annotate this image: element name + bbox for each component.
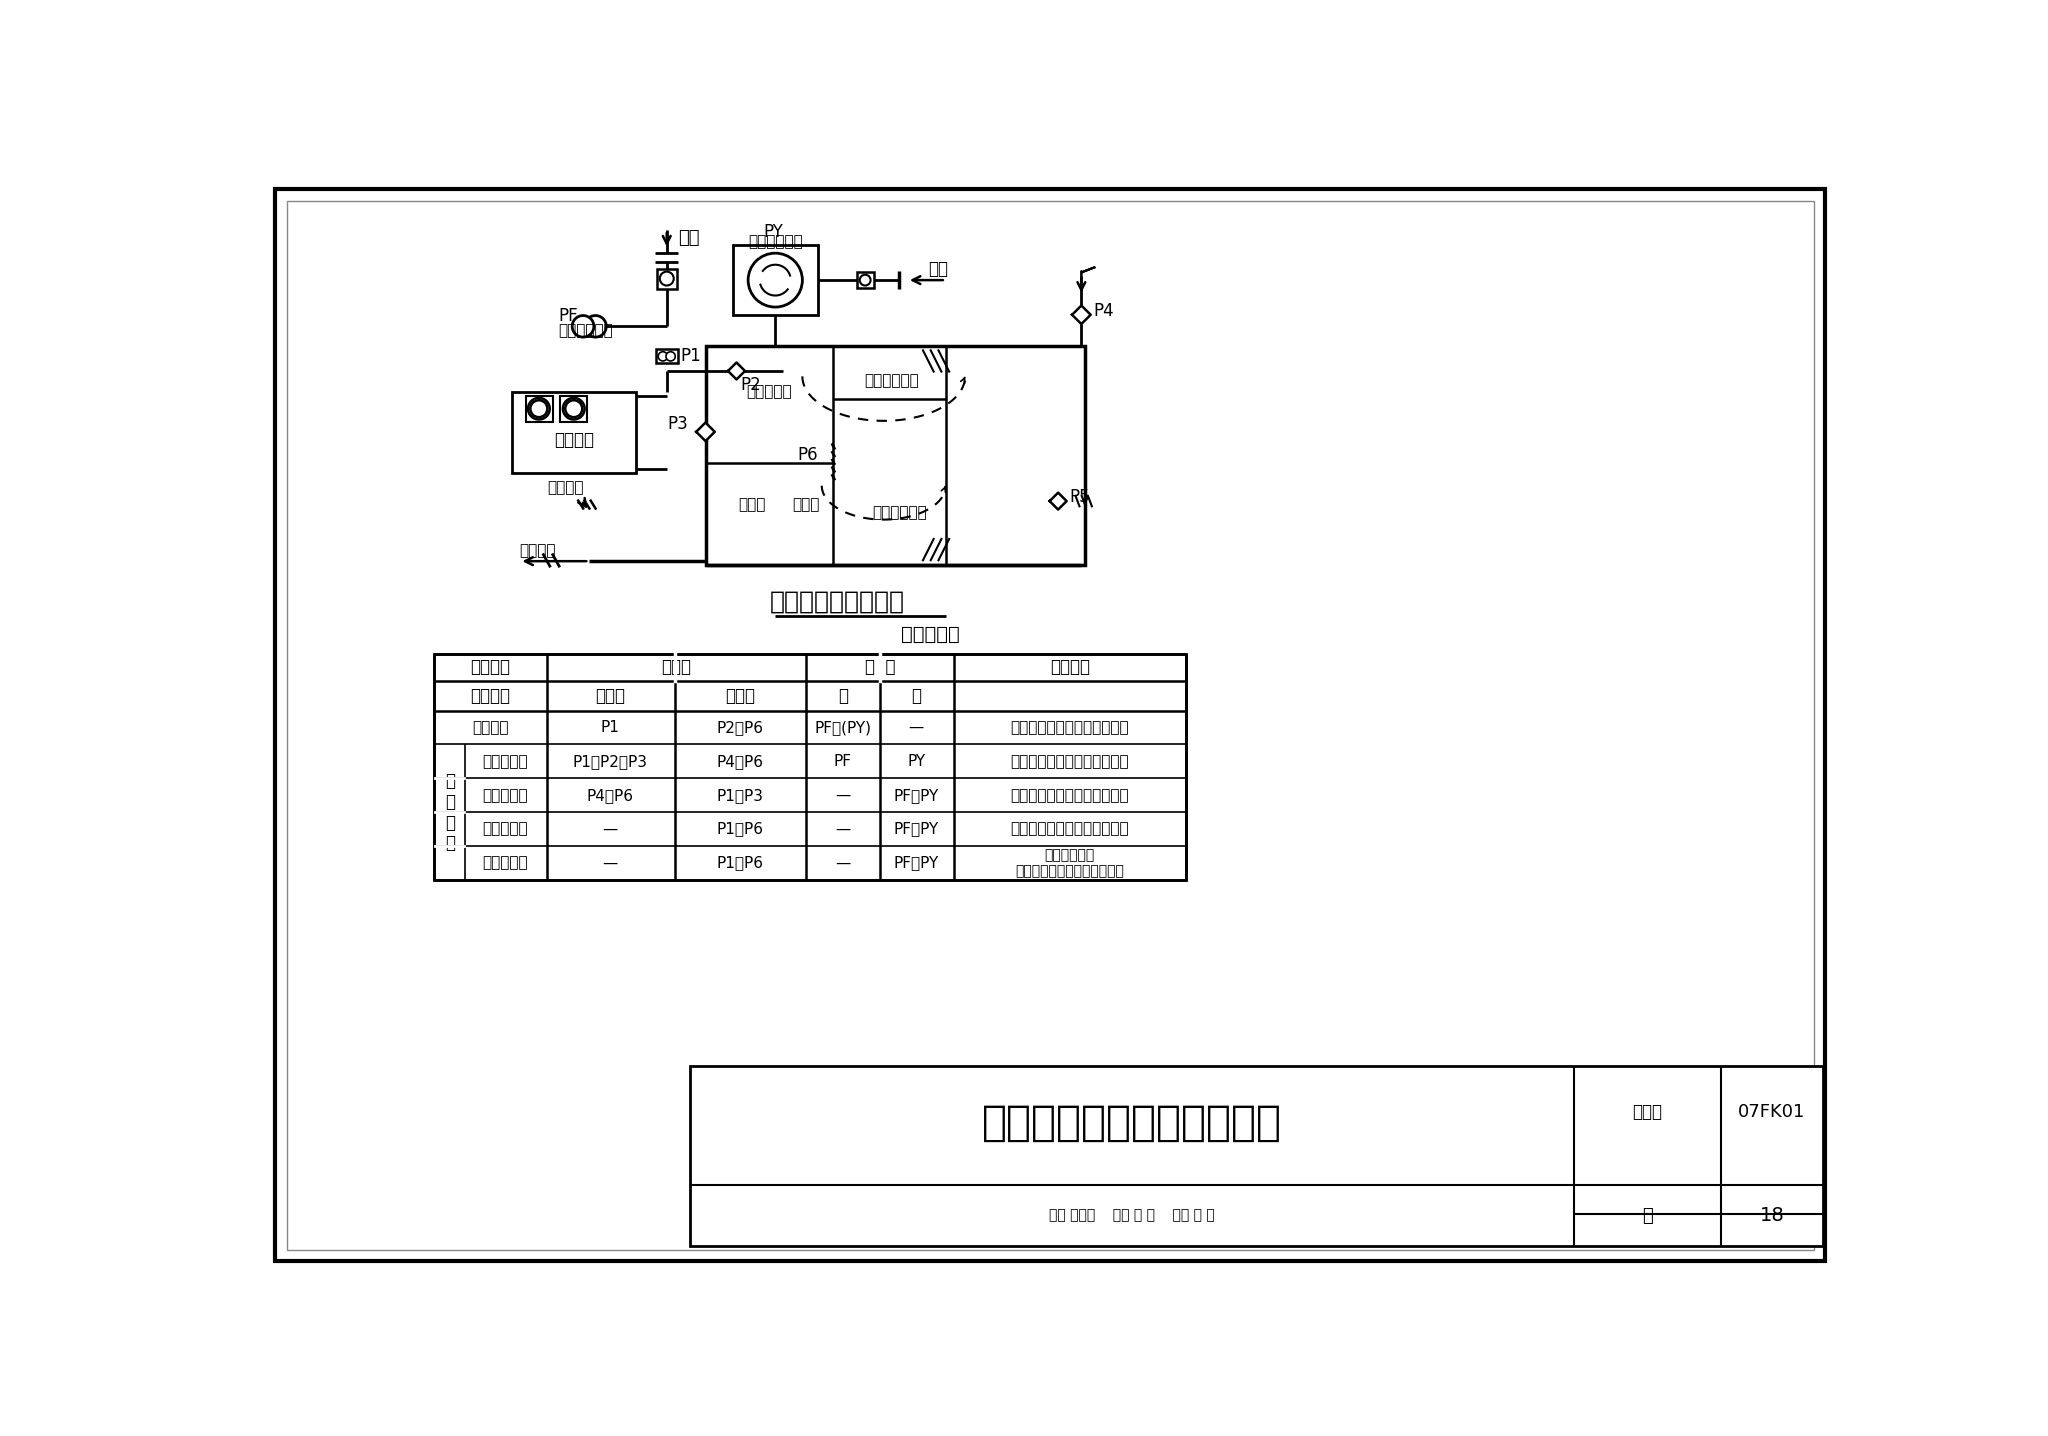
Text: 关　闭: 关 闭 — [725, 686, 756, 705]
Polygon shape — [696, 422, 715, 441]
Text: 排风口部通风原理图: 排风口部通风原理图 — [770, 590, 905, 615]
Circle shape — [571, 316, 594, 337]
Text: 关闭风井防护密闭门、密闭门: 关闭风井防护密闭门、密闭门 — [1010, 821, 1128, 837]
Text: P2: P2 — [741, 376, 762, 393]
Text: 审核 陆敦方    校对 刘 澜    设计 蒋 璐: 审核 陆敦方 校对 刘 澜 设计 蒋 璐 — [1049, 1209, 1214, 1222]
Text: P1: P1 — [680, 348, 702, 365]
Text: PY: PY — [764, 223, 784, 241]
Text: P1: P1 — [600, 719, 621, 735]
Bar — [526, 396, 553, 422]
Text: 图集号: 图集号 — [1632, 1103, 1663, 1120]
Text: P1～P3: P1～P3 — [717, 788, 764, 803]
Text: —: — — [836, 788, 850, 803]
Circle shape — [748, 253, 803, 307]
Text: 滤毒间换气: 滤毒间换气 — [483, 856, 528, 870]
Circle shape — [659, 271, 674, 286]
Circle shape — [860, 274, 870, 286]
Circle shape — [666, 352, 676, 360]
Text: PF、PY: PF、PY — [893, 856, 938, 870]
Text: P3: P3 — [668, 415, 688, 434]
Text: 脱衣室: 脱衣室 — [793, 497, 819, 513]
Text: 通风方式: 通风方式 — [471, 686, 510, 705]
Text: —: — — [602, 856, 618, 870]
Text: 页: 页 — [1642, 1206, 1653, 1225]
Text: 隔绝式通风: 隔绝式通风 — [483, 821, 528, 837]
Text: 排风小室: 排风小室 — [553, 431, 594, 448]
Circle shape — [530, 401, 547, 418]
Text: 清洁式通风: 清洁式通风 — [483, 754, 528, 768]
Text: —: — — [909, 719, 924, 735]
Text: 操作顺序表: 操作顺序表 — [901, 625, 961, 643]
Text: PF、(PY): PF、(PY) — [815, 719, 870, 735]
Text: 平时排风风机: 平时排风风机 — [559, 323, 612, 339]
Bar — [559, 396, 588, 422]
Text: 平时通风: 平时通风 — [471, 719, 508, 735]
Text: PF、PY: PF、PY — [893, 788, 938, 803]
Circle shape — [584, 316, 606, 337]
Text: 关: 关 — [911, 686, 922, 705]
Text: 平时排烟风机: 平时排烟风机 — [748, 234, 803, 248]
Text: 阀　门: 阀 门 — [662, 659, 690, 676]
Text: PF: PF — [559, 306, 578, 325]
Text: 第二防毒通道: 第二防毒通道 — [864, 373, 920, 388]
Text: 风  机: 风 机 — [864, 659, 895, 676]
Text: PY: PY — [907, 754, 926, 768]
Bar — [657, 269, 676, 289]
Text: 第一防毒通道: 第一防毒通道 — [872, 505, 926, 520]
Text: 检查穿衣室: 检查穿衣室 — [745, 385, 793, 399]
Text: 滤毒式通风: 滤毒式通风 — [483, 788, 528, 803]
Text: P2～P6: P2～P6 — [717, 719, 764, 735]
Text: 通风方式: 通风方式 — [471, 659, 510, 676]
Bar — [434, 653, 1186, 880]
Text: P6: P6 — [797, 447, 817, 464]
Bar — [655, 349, 678, 363]
Text: 关闭风井防护密闭门、密闭门: 关闭风井防护密闭门、密闭门 — [1010, 788, 1128, 803]
Text: 07FK01: 07FK01 — [1739, 1103, 1806, 1120]
Text: P1～P6: P1～P6 — [717, 856, 764, 870]
Text: —: — — [836, 821, 850, 837]
Circle shape — [563, 398, 584, 419]
Polygon shape — [727, 362, 745, 379]
Text: 战
时
通
风: 战 时 通 风 — [444, 773, 455, 853]
Text: 18: 18 — [1759, 1206, 1784, 1225]
Polygon shape — [1071, 306, 1092, 325]
Text: P1、P2、P3: P1、P2、P3 — [573, 754, 647, 768]
Text: P4: P4 — [1094, 302, 1114, 320]
Text: 关闭风井防护密闭门、密闭门: 关闭风井防护密闭门、密闭门 — [1010, 754, 1128, 768]
Text: 平时排风: 平时排风 — [547, 481, 584, 495]
Bar — [705, 346, 1085, 564]
Text: PF: PF — [834, 754, 852, 768]
Text: 打开滤毒室门: 打开滤毒室门 — [1044, 849, 1096, 862]
Text: 一等人员掩蔽部排风原理图: 一等人员掩蔽部排风原理图 — [981, 1103, 1282, 1144]
Text: 开启风井防护密闭门、密闭门: 开启风井防护密闭门、密闭门 — [1010, 719, 1128, 735]
Circle shape — [657, 352, 668, 360]
Text: P5: P5 — [1069, 488, 1090, 507]
Text: PF、PY: PF、PY — [893, 821, 938, 837]
Text: 战时排风: 战时排风 — [520, 543, 555, 559]
Bar — [690, 1066, 1823, 1246]
Text: P1～P6: P1～P6 — [717, 821, 764, 837]
Text: —: — — [602, 821, 618, 837]
Text: —: — — [836, 856, 850, 870]
Text: P4～P6: P4～P6 — [586, 788, 633, 803]
Circle shape — [565, 401, 582, 418]
Text: 关闭风井防护密闭门、密闭门: 关闭风井防护密闭门、密闭门 — [1016, 863, 1124, 877]
Text: 淋浴室: 淋浴室 — [739, 497, 766, 513]
Text: 排风: 排风 — [678, 228, 700, 247]
Bar — [856, 273, 874, 287]
Text: 排烟: 排烟 — [928, 260, 948, 279]
Circle shape — [528, 398, 549, 419]
Bar — [512, 392, 635, 472]
Text: 开　启: 开 启 — [596, 686, 625, 705]
Polygon shape — [1049, 493, 1067, 510]
Text: P4～P6: P4～P6 — [717, 754, 764, 768]
Bar — [733, 246, 817, 314]
Text: 备　　注: 备 注 — [1051, 659, 1090, 676]
Text: 开: 开 — [838, 686, 848, 705]
